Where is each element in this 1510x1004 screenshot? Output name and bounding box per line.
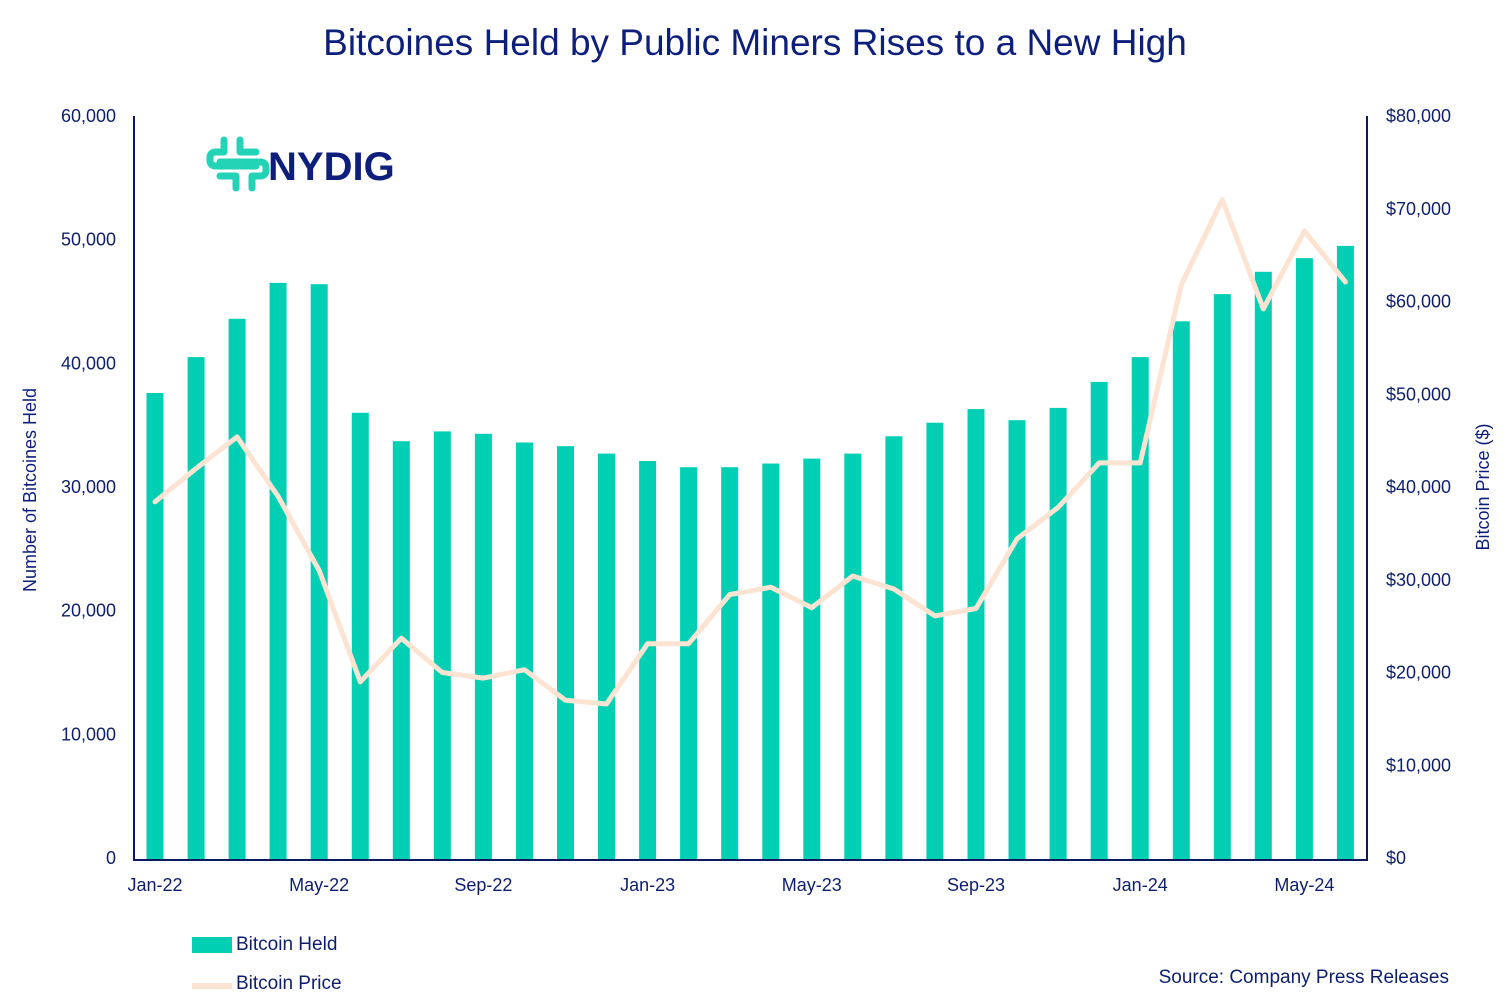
right-tick-label: $10,000 — [1386, 755, 1451, 775]
legend-label-bitcoin-held: Bitcoin Held — [236, 934, 337, 955]
right-tick-label: $60,000 — [1386, 292, 1451, 312]
x-tick-label: Sep-23 — [947, 875, 1005, 895]
x-tick-label: May-24 — [1274, 875, 1334, 895]
right-tick-label: $80,000 — [1386, 106, 1451, 126]
chart-title: Bitcoines Held by Public Miners Rises to… — [323, 22, 1187, 63]
x-tick-label: May-22 — [289, 875, 349, 895]
price-line-group — [152, 197, 1348, 707]
bar-Feb-22 — [187, 357, 205, 859]
right-tick-label: $30,000 — [1386, 570, 1451, 590]
left-tick-label: 30,000 — [61, 477, 116, 497]
bar-Jan-23 — [639, 461, 657, 859]
x-tick-label: Jan-23 — [620, 875, 675, 895]
left-tick-label: 0 — [106, 848, 116, 868]
bar-Mar-24 — [1213, 294, 1231, 860]
x-tick-label: Jan-24 — [1113, 875, 1168, 895]
bar-Apr-24 — [1254, 271, 1272, 859]
bar-Feb-23 — [680, 467, 698, 859]
nydig-logo-icon — [206, 136, 270, 192]
nydig-logo: NYDIG — [206, 136, 395, 192]
price-line — [152, 197, 1348, 707]
bar-Jun-22 — [351, 412, 369, 859]
bar-May-23 — [803, 458, 821, 859]
legend-swatch-bitcoin-held — [192, 937, 232, 953]
legend-swatch-bitcoin-price — [192, 983, 232, 989]
left-tick-label: 20,000 — [61, 601, 116, 621]
bar-Dec-23 — [1090, 381, 1108, 859]
bar-Aug-23 — [926, 422, 944, 859]
right-tick-label: $0 — [1386, 848, 1406, 868]
bar-Apr-23 — [762, 463, 780, 859]
bar-Nov-23 — [1049, 407, 1067, 859]
x-tick-label: May-23 — [782, 875, 842, 895]
left-tick-label: 60,000 — [61, 106, 116, 126]
bar-Aug-22 — [433, 431, 451, 859]
x-tick-label: Jan-22 — [127, 875, 182, 895]
right-axis-label: Bitcoin Price ($) — [1473, 423, 1493, 550]
legend-item-bitcoin-price: Bitcoin Price — [192, 973, 342, 994]
left-tick-label: 40,000 — [61, 353, 116, 373]
bar-Sep-23 — [967, 409, 985, 859]
source-note: Source: Company Press Releases — [1159, 967, 1449, 988]
bar-Apr-22 — [269, 282, 287, 859]
legend-item-bitcoin-held: Bitcoin Held — [192, 934, 337, 955]
bar-Mar-22 — [228, 318, 246, 859]
legend: Bitcoin Held Bitcoin Price — [192, 934, 342, 994]
legend-label-bitcoin-price: Bitcoin Price — [236, 973, 342, 994]
left-tick-label: 10,000 — [61, 724, 116, 744]
bar-May-24 — [1295, 258, 1313, 859]
bars-group — [146, 245, 1354, 860]
bar-Jan-24 — [1131, 357, 1149, 859]
bar-Jan-22 — [146, 393, 164, 859]
bar-Mar-23 — [721, 467, 739, 859]
x-tick-labels: Jan-22 May-22 Sep-22 Jan-23 May-23 Sep-23 Jan-… — [127, 875, 1334, 895]
right-tick-label: $40,000 — [1386, 477, 1451, 497]
left-tick-label: 50,000 — [61, 230, 116, 250]
bar-Jul-23 — [885, 436, 903, 859]
bar-Oct-22 — [516, 442, 533, 859]
bar-Jun-24 — [1336, 245, 1354, 859]
right-tick-label: $20,000 — [1386, 663, 1451, 683]
bar-Nov-22 — [557, 446, 574, 859]
bar-Jul-22 — [392, 441, 410, 859]
logo-wordmark: NYDIG — [268, 145, 395, 189]
bar-Jun-23 — [844, 453, 862, 859]
left-axis-label: Number of Bitcoines Held — [20, 388, 40, 592]
bar-Oct-23 — [1008, 420, 1026, 859]
x-tick-label: Sep-22 — [454, 875, 512, 895]
right-tick-labels: $0 $10,000 $20,000 $30,000 $40,000 $50,000 $60… — [1386, 106, 1451, 868]
bar-Sep-22 — [474, 433, 492, 859]
right-tick-label: $50,000 — [1386, 384, 1451, 404]
left-tick-labels: 0 10,000 20,000 30,000 40,000 50,000 60,000 — [61, 106, 116, 868]
bar-Feb-24 — [1172, 321, 1190, 859]
bar-Dec-22 — [598, 453, 615, 859]
right-tick-label: $70,000 — [1386, 199, 1451, 219]
